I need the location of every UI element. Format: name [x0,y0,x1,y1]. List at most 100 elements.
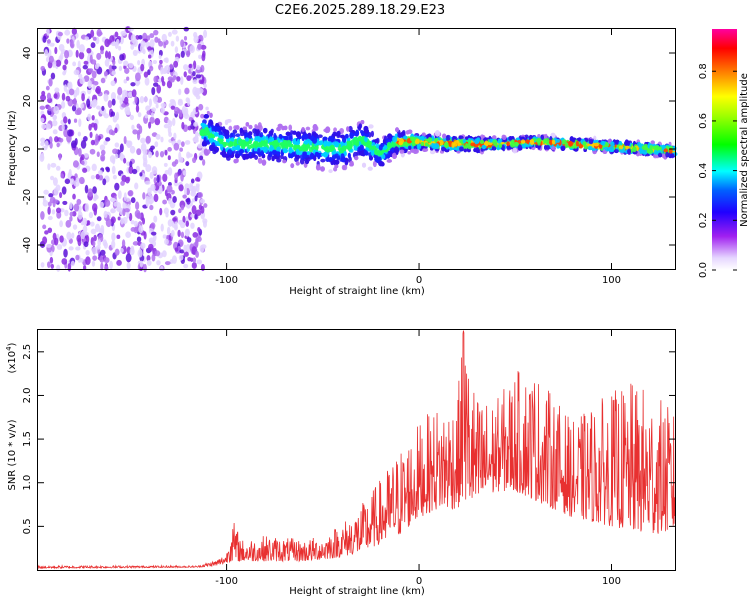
track-pixel [283,135,288,141]
noise-pixel [131,89,137,98]
noise-pixel [132,49,138,56]
track-pixel [227,149,233,156]
track-pixel [529,138,535,146]
noise-pixel [76,39,80,49]
noise-pixel [103,113,109,119]
track-pixel [332,154,337,160]
noise-pixel [150,184,156,192]
track-pixel [467,139,472,145]
noise-pixel [109,260,113,270]
track-pixel [624,145,630,150]
noise-pixel [87,79,92,89]
track-pixel [361,162,367,168]
noise-pixel [47,201,52,207]
noise-pixel [75,246,81,251]
noise-pixel [46,243,52,248]
y-tick-label: 20 [22,95,33,108]
noise-pixel [170,229,175,237]
noise-pixel [163,65,168,74]
track-pixel [665,151,669,158]
track-pixel [254,154,259,161]
noise-pixel [182,170,187,176]
noise-pixel [136,236,142,243]
track-pixel [201,129,205,137]
noise-pixel [71,27,78,35]
noise-pixel [202,220,207,228]
x-tick-label: -100 [215,275,238,286]
noise-pixel [67,82,72,89]
noise-pixel [63,116,68,124]
noise-pixel [64,178,71,185]
track-pixel [520,139,526,144]
noise-pixel [184,187,188,196]
noise-pixel [195,131,199,139]
track-pixel [204,126,209,133]
y-tick-label: 0 [22,146,33,152]
noise-pixel [200,113,205,119]
noise-pixel [114,153,119,160]
noise-pixel [195,250,199,258]
track-pixel [221,141,227,146]
noise-pixel [145,198,150,208]
noise-pixel [39,105,46,110]
noise-pixel [159,150,165,158]
noise-pixel [173,60,179,68]
noise-pixel [163,42,167,49]
track-pixel [325,126,331,133]
track-pixel [408,145,412,150]
noise-pixel [151,107,157,112]
noise-pixel [173,132,177,140]
track-pixel [206,110,210,115]
track-pixel [382,138,387,144]
noise-pixel [93,196,97,202]
track-pixel [203,136,207,142]
noise-pixel [197,88,204,94]
noise-pixel [196,259,203,265]
noise-pixel [121,239,126,249]
track-pixel [288,124,293,131]
noise-pixel [69,215,73,222]
noise-pixel [103,210,108,219]
noise-pixel [72,224,78,230]
noise-pixel [178,219,184,226]
track-pixel [608,145,614,153]
noise-pixel [120,180,125,186]
noise-pixel [194,195,198,202]
track-pixel [296,131,300,138]
noise-pixel [168,120,173,128]
x-tick-label: -100 [215,576,238,587]
noise-pixel [173,142,180,151]
noise-pixel [167,155,171,161]
noise-pixel [47,163,51,171]
noise-pixel [178,254,184,261]
track-pixel [582,141,587,146]
track-pixel [551,139,556,145]
noise-pixel [124,67,130,74]
noise-pixel [41,123,47,130]
noise-pixel [98,170,103,176]
noise-pixel [166,80,173,89]
noise-pixel [122,216,128,225]
track-pixel [479,139,485,145]
noise-pixel [80,154,85,161]
noise-pixel [78,44,85,53]
noise-pixel [195,94,201,100]
noise-pixel [75,86,80,96]
noise-pixel [66,231,72,241]
track-pixel [610,141,615,147]
noise-pixel [55,207,62,214]
track-pixel [296,138,301,146]
track-pixel [508,136,513,141]
noise-pixel [88,68,94,73]
noise-pixel [72,160,79,168]
track-pixel [431,142,435,149]
noise-pixel [61,186,67,195]
track-pixel [577,137,582,142]
noise-pixel [118,45,122,51]
noise-pixel [192,86,198,96]
noise-pixel [52,114,58,121]
track-pixel [354,155,359,161]
track-pixel [242,126,248,131]
noise-pixel [65,219,72,228]
noise-pixel [130,220,135,225]
